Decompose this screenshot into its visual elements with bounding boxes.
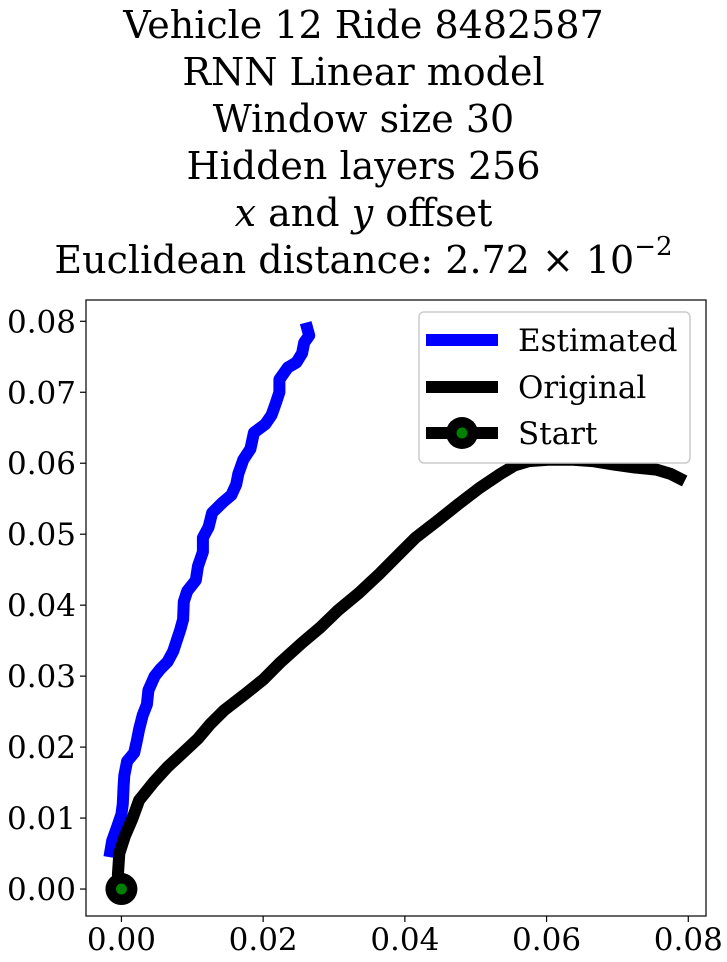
y-tick-label: 0.01 [7, 801, 76, 837]
x-tick-label: 0.02 [229, 922, 298, 958]
title-line-4: Hidden layers 256 [186, 144, 541, 188]
legend-label-estimated: Estimated [518, 323, 677, 359]
title-line-1: Vehicle 12 Ride 8482587 [123, 3, 604, 47]
chart-title: Vehicle 12 Ride 8482587 RNN Linear model… [0, 2, 727, 284]
x-tick-label: 0.04 [370, 922, 439, 958]
title-offset-word: offset [373, 191, 493, 235]
title-distance-exponent: −2 [634, 232, 673, 262]
x-tick-label: 0.00 [87, 922, 156, 958]
y-tick-label: 0.03 [7, 659, 76, 695]
title-line-3: Window size 30 [212, 97, 515, 141]
x-tick-label: 0.08 [654, 922, 723, 958]
title-line-6: Euclidean distance: 2.72 × 10−2 [0, 234, 727, 284]
y-tick-label: 0.08 [7, 304, 76, 340]
start-marker-center [115, 883, 127, 895]
title-x-symbol: x [234, 191, 257, 235]
y-tick-label: 0.02 [7, 730, 76, 766]
title-line-5: x and y offset [0, 190, 727, 237]
title-and-word: and [256, 191, 352, 235]
title-distance-text: Euclidean distance: 2.72 × 10 [54, 238, 635, 282]
legend-start-marker-center [456, 427, 468, 439]
axes-frame [85, 299, 707, 917]
legend-label-start: Start [518, 416, 598, 452]
y-tick-label: 0.05 [7, 517, 76, 553]
series-line-estimated [103, 321, 316, 859]
y-tick-label: 0.07 [7, 375, 76, 411]
series-line-original [111, 453, 688, 891]
y-tick-label: 0.06 [7, 446, 76, 482]
legend: Estimated Original Start [418, 311, 691, 464]
x-tick-label: 0.06 [512, 922, 581, 958]
title-y-symbol: y [351, 191, 374, 235]
legend-box [418, 311, 691, 464]
legend-label-original: Original [518, 370, 646, 406]
ticks-layer: 0.00 0.02 0.04 0.06 0.08 0.00 0.01 0.02 0.03 0.04… [7, 304, 723, 958]
y-tick-label: 0.04 [7, 588, 76, 624]
title-line-2: RNN Linear model [182, 50, 545, 94]
y-tick-label: 0.00 [7, 872, 76, 908]
